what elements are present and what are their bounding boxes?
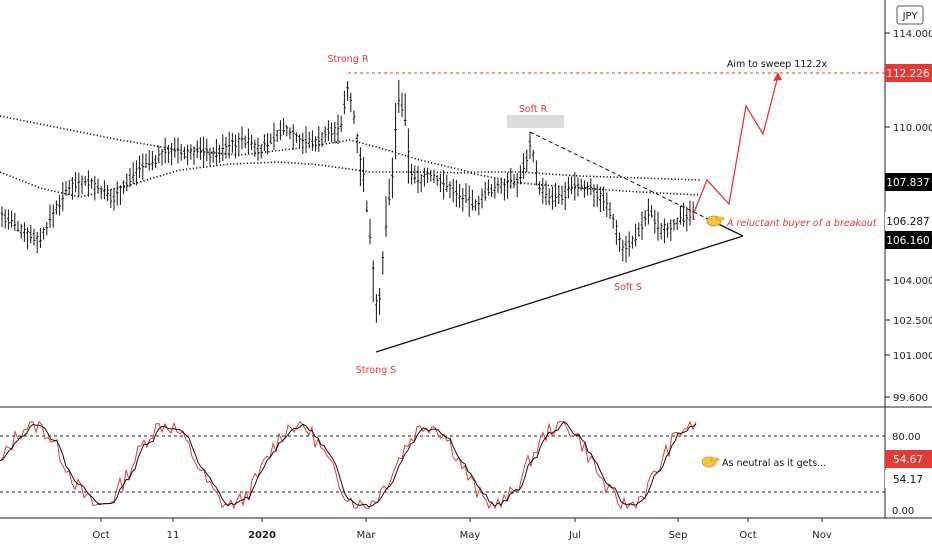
strong-s-label: Strong S <box>356 365 396 376</box>
projected-path <box>692 75 779 216</box>
svg-text:107.837: 107.837 <box>886 177 929 189</box>
pointing-hand-icon <box>701 456 720 468</box>
badge-54-17: 54.17 <box>885 470 932 488</box>
stoch-tick-0: 0.00 <box>892 506 914 517</box>
svg-text:54.67: 54.67 <box>893 454 923 466</box>
badge-106-287: 106.287 <box>885 212 932 230</box>
time-tick-label: May <box>460 530 481 541</box>
badge-54-67: 54.67 <box>885 450 932 468</box>
badge-107-837: 107.837 <box>885 173 932 191</box>
reluctant-label: A reluctant buyer of a breakout <box>726 218 878 229</box>
time-tick-label: Mar <box>357 530 377 541</box>
price-tick-label: 101.000 <box>893 351 932 362</box>
time-tick-label: 11 <box>167 530 180 541</box>
price-axis-ticks: 114.000 110.000 104.000 102.500 101.000 99.60… <box>885 29 932 404</box>
stoch-tick-80: 80.00 <box>892 432 921 443</box>
descending-trendline <box>529 131 707 219</box>
currency-box[interactable] <box>896 5 924 25</box>
projection-arrowhead <box>773 72 782 81</box>
soft-s-label: Soft S <box>614 282 642 293</box>
pointing-hand-icon <box>706 215 725 227</box>
badge-112-226: 112.226 <box>885 64 932 82</box>
time-tick-label: Nov <box>812 530 832 541</box>
time-tick-label: Oct <box>92 530 109 541</box>
strong-r-label: Strong R <box>328 54 369 65</box>
time-tick-label: Sep <box>669 530 688 541</box>
time-tick-label: Jul <box>568 530 581 541</box>
svg-text:106.160: 106.160 <box>886 235 929 247</box>
ohlc-bars <box>0 79 695 323</box>
aim-label: Aim to sweep 112.2x <box>727 59 828 70</box>
price-tick-label: 99.600 <box>893 393 928 404</box>
price-tick-label: 110.000 <box>893 123 932 134</box>
neutral-label: As neutral as it gets... <box>722 458 826 469</box>
currency-label: JPY <box>902 11 919 22</box>
ascending-trendline <box>375 235 744 353</box>
moving-average-100 <box>0 115 701 181</box>
soft-r-highlight <box>507 115 564 128</box>
svg-text:54.17: 54.17 <box>893 474 923 486</box>
badge-106-160: 106.160 <box>885 231 932 249</box>
svg-text:112.226: 112.226 <box>886 68 930 80</box>
svg-text:106.287: 106.287 <box>886 216 929 228</box>
stochastic-d-line <box>0 421 697 508</box>
price-tick-label: 104.000 <box>893 276 932 287</box>
soft-r-label: Soft R <box>519 104 548 115</box>
time-tick-label: Oct <box>739 530 756 541</box>
time-tick-label: 2020 <box>248 530 276 541</box>
price-tick-label: 102.500 <box>893 316 932 327</box>
price-tick-label: 114.000 <box>893 29 932 40</box>
stochastic-k-line <box>0 420 697 510</box>
time-axis-ticks: Oct 11 2020 Mar May Jul Sep Oct Nov <box>92 518 832 541</box>
moving-average-200 <box>0 161 701 198</box>
